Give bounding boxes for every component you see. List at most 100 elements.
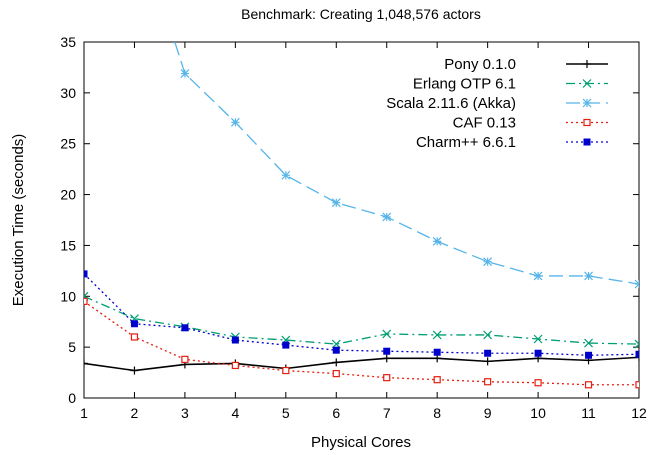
data-point-filled-square	[433, 348, 441, 356]
y-tick-label: 30	[60, 85, 76, 101]
legend-entry: Erlang OTP 6.1	[413, 76, 608, 93]
data-point-filled-square	[585, 351, 593, 359]
series-layer	[84, 42, 639, 389]
data-point-star	[331, 198, 341, 208]
legend-label: Pony 0.1.0	[444, 56, 516, 73]
data-point-open-square	[635, 381, 639, 389]
data-point-star	[634, 279, 639, 289]
data-point-star	[281, 170, 291, 180]
data-point-filled-square	[635, 350, 639, 358]
data-point-filled-square	[84, 270, 88, 278]
series-erlang-otp-6-1	[84, 291, 639, 349]
data-point-star	[230, 117, 240, 127]
series-charm-6-6-1	[84, 270, 639, 359]
y-axis: 0 5 10 15 20 25 30 35	[60, 34, 639, 406]
data-point-star	[432, 236, 442, 246]
chart-title: Benchmark: Creating 1,048,576 actors	[241, 6, 481, 22]
data-point-open-square	[84, 297, 88, 305]
series-line	[84, 295, 639, 345]
x-tick-label: 4	[231, 405, 239, 421]
data-point-plus	[84, 359, 88, 368]
data-point-open-square	[534, 379, 542, 387]
y-tick-label: 0	[68, 390, 76, 406]
data-point-star	[483, 257, 493, 267]
x-tick-label: 12	[631, 405, 647, 421]
x-tick-label: 2	[131, 405, 139, 421]
data-point-plus	[583, 60, 591, 68]
plot-area-frame	[83, 41, 640, 399]
data-point-filled-square	[130, 320, 138, 328]
data-point-open-square	[484, 378, 492, 386]
data-point-x	[432, 330, 442, 340]
series-pony-0-1-0	[84, 353, 639, 375]
series-line	[174, 42, 639, 285]
legend-entry: Scala 2.11.6 (Akka)	[386, 95, 608, 112]
x-tick-label: 5	[282, 405, 290, 421]
series-caf-0-13	[84, 297, 639, 389]
series-line	[84, 356, 639, 372]
data-point-filled-square	[181, 324, 189, 332]
data-point-open-square	[181, 355, 189, 363]
data-point-open-square	[231, 361, 239, 370]
data-point-star	[180, 69, 190, 78]
data-point-open-square	[383, 374, 391, 382]
data-point-plus	[382, 354, 391, 363]
legend-label: Scala 2.11.6 (Akka)	[386, 95, 516, 112]
series-line	[84, 273, 639, 356]
series-line	[84, 300, 639, 386]
legend-label: Charm++ 6.6.1	[416, 134, 516, 151]
data-point-filled-square	[583, 138, 591, 146]
x-axis-label: Physical Cores	[311, 434, 411, 451]
legend-entry: CAF 0.13	[453, 115, 608, 132]
data-point-x	[533, 334, 543, 344]
data-point-filled-square	[534, 349, 542, 357]
legend: Pony 0.1.0 Erlang OTP 6.1 Scala 2.11.6 (Ak…	[386, 56, 608, 151]
data-point-x	[584, 338, 593, 348]
x-tick-label: 8	[433, 405, 441, 421]
y-tick-label: 25	[60, 136, 76, 152]
data-point-star	[382, 212, 392, 222]
x-tick-label: 3	[181, 405, 189, 421]
data-point-filled-square	[231, 336, 239, 344]
x-tick-label: 10	[530, 405, 546, 421]
data-point-open-square	[332, 369, 340, 378]
data-point-plus	[130, 366, 139, 375]
x-axis: 1 2 3 4 5 6 7 8 9 10 11 12	[80, 42, 647, 421]
y-tick-label: 35	[60, 34, 76, 50]
data-point-open-square	[583, 118, 591, 127]
y-axis-label: Execution Time (seconds)	[10, 134, 27, 307]
x-tick-label: 9	[484, 405, 492, 421]
data-point-star	[533, 271, 543, 281]
x-tick-label: 1	[80, 405, 88, 421]
data-point-open-square	[282, 366, 290, 375]
data-point-filled-square	[282, 341, 290, 349]
x-tick-label: 7	[383, 405, 391, 421]
data-point-filled-square	[484, 349, 492, 357]
y-tick-label: 10	[60, 288, 76, 304]
data-point-open-square	[584, 381, 593, 389]
data-point-star	[584, 271, 593, 281]
data-point-filled-square	[383, 347, 391, 355]
x-tick-label: 6	[332, 405, 340, 421]
data-point-filled-square	[332, 346, 340, 354]
data-point-star	[582, 98, 592, 108]
data-point-x	[634, 339, 639, 349]
data-point-x	[582, 79, 592, 88]
data-point-plus	[332, 358, 341, 367]
data-point-x	[483, 330, 493, 340]
legend-entry: Charm++ 6.6.1	[416, 134, 608, 151]
y-tick-label: 15	[60, 237, 76, 253]
data-point-plus	[483, 357, 492, 366]
data-point-open-square	[433, 376, 441, 384]
data-point-x	[382, 329, 392, 339]
x-tick-label: 11	[581, 405, 596, 421]
y-tick-label: 5	[68, 339, 76, 355]
y-tick-label: 20	[60, 187, 76, 203]
data-point-open-square	[130, 333, 139, 341]
legend-label: CAF 0.13	[453, 115, 516, 132]
series-scala-2-11-6-akka	[174, 42, 639, 289]
legend-label: Erlang OTP 6.1	[413, 76, 516, 93]
legend-entry: Pony 0.1.0	[444, 56, 608, 73]
